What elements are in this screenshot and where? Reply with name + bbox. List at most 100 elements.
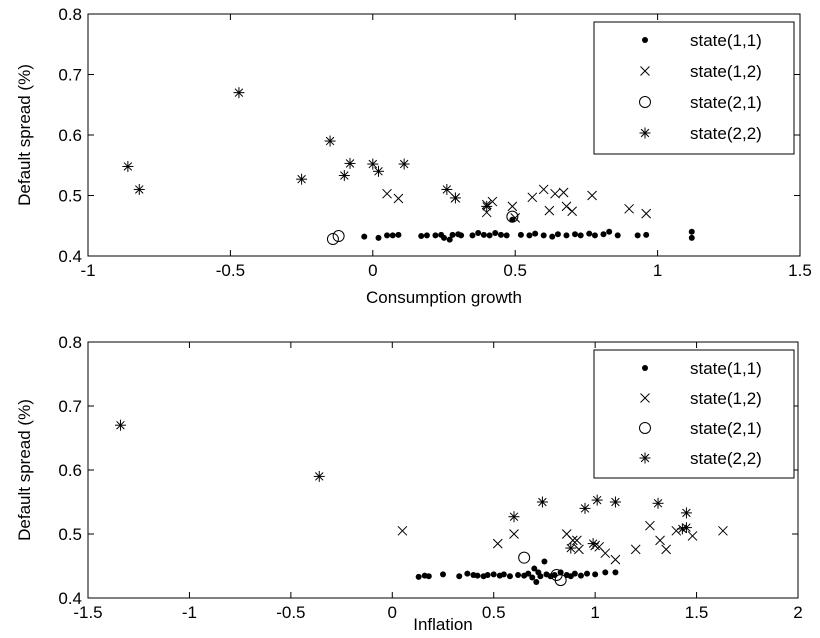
- data-point-dot: [418, 233, 425, 240]
- data-point-cross: [610, 554, 621, 565]
- x-tick-label: -1: [80, 261, 95, 280]
- data-point-dot: [458, 232, 465, 239]
- data-point-asterisk: [114, 419, 126, 431]
- legend-bottom: state(1,1) state(1,2) state(2,1) state(2,2): [593, 349, 795, 479]
- y-axis-label-top: Default spread (%): [15, 64, 34, 206]
- y-axis-label-bottom: Default spread (%): [15, 399, 34, 541]
- legend-box-top: [593, 21, 795, 155]
- data-point-dot: [549, 233, 556, 240]
- data-point-dot: [449, 231, 456, 238]
- data-point-cross: [510, 213, 521, 223]
- x-axis-label-top: Consumption growth: [366, 288, 522, 307]
- data-point-dot: [506, 573, 513, 580]
- data-point-cross: [492, 538, 503, 549]
- data-point-dot: [537, 573, 544, 580]
- data-point-asterisk: [338, 170, 350, 182]
- data-point-dot: [490, 571, 497, 578]
- data-point-cross: [567, 535, 578, 546]
- chart-bottom-inflation: -1.5 -1 -0.5 0 0.5 1 1.5 2 0.4 0.5 0.6 0.7 0.8 Infla…: [15, 333, 803, 634]
- data-point-asterisk: [122, 160, 134, 172]
- data-point-dot: [612, 569, 619, 576]
- y-tick-label: 0.5: [58, 187, 82, 206]
- data-point-dot: [469, 232, 476, 239]
- x-tick-label: 1: [590, 603, 599, 622]
- data-point-dot: [432, 232, 439, 239]
- data-point-dot: [634, 232, 641, 239]
- legend-marker-cross: [640, 393, 650, 403]
- data-point-cross: [630, 544, 641, 555]
- data-point-cross: [645, 520, 655, 531]
- data-point-circle: [332, 230, 345, 243]
- data-point-dot: [600, 231, 607, 238]
- data-point-cross: [487, 196, 498, 207]
- y-tick-label: 0.6: [58, 126, 82, 145]
- data-point-dot: [480, 231, 487, 238]
- data-point-asterisk: [324, 135, 336, 147]
- x-tick-label: 0: [388, 603, 397, 622]
- data-point-asterisk: [587, 538, 599, 550]
- data-point-dot: [532, 230, 539, 237]
- data-point-dot: [484, 571, 491, 578]
- legend-label: state(1,2): [690, 389, 762, 408]
- data-point-asterisk: [680, 507, 692, 519]
- y-tick-label: 0.4: [58, 247, 82, 266]
- data-point-asterisk: [296, 173, 308, 185]
- data-point-cross: [641, 208, 652, 219]
- data-point-cross: [561, 201, 572, 212]
- x-tick-label: 0.5: [503, 261, 527, 280]
- legend-label: state(1,2): [690, 62, 762, 81]
- data-point-cross: [567, 206, 578, 217]
- marks-top: [122, 87, 695, 246]
- data-point-dot: [688, 228, 695, 235]
- x-tick-label: 0: [368, 261, 377, 280]
- y-tick-label: 0.4: [58, 589, 82, 608]
- legend-marker-circle: [639, 96, 651, 108]
- data-point-dot: [643, 231, 650, 238]
- data-point-dot: [531, 565, 538, 572]
- data-point-cross: [558, 187, 569, 198]
- data-point-dot: [563, 232, 570, 239]
- y-tick-label: 0.8: [58, 333, 82, 352]
- data-point-dot: [415, 573, 422, 580]
- x-tick-label: 1.5: [788, 261, 812, 280]
- data-point-dot: [584, 570, 591, 577]
- y-tick-label: 0.6: [58, 461, 82, 480]
- data-point-dot: [503, 232, 510, 239]
- data-point-dot: [526, 232, 533, 239]
- x-tick-label: -1: [182, 603, 197, 622]
- data-point-dot: [500, 571, 507, 578]
- data-point-asterisk: [591, 494, 603, 506]
- legend-marker-asterisk: [639, 127, 651, 139]
- data-point-dot: [425, 573, 432, 580]
- x-tick-label: 1: [653, 261, 662, 280]
- data-point-dot: [517, 231, 524, 238]
- x-tick-label: -0.5: [216, 261, 245, 280]
- data-point-cross: [393, 193, 404, 204]
- data-point-dot: [423, 232, 430, 239]
- data-point-cross: [718, 525, 728, 536]
- ticks-top: -1 -0.5 0 0.5 1 1.5 0.4 0.5 0.6 0.7 0.8: [58, 5, 811, 280]
- data-point-cross: [507, 201, 518, 212]
- data-point-asterisk: [344, 157, 356, 169]
- x-tick-label: 0.5: [482, 603, 506, 622]
- data-point-cross: [655, 535, 665, 546]
- data-point-dot: [540, 232, 547, 239]
- legend-marker-cross: [640, 66, 650, 76]
- data-point-dot: [475, 230, 482, 237]
- data-point-asterisk: [680, 522, 692, 534]
- data-point-cross: [661, 544, 671, 555]
- data-point-dot: [474, 572, 481, 579]
- data-point-dot: [592, 571, 599, 578]
- data-point-dot: [571, 570, 578, 577]
- data-point-dot: [688, 234, 695, 241]
- data-point-circle: [506, 210, 519, 223]
- data-point-dot: [602, 569, 609, 576]
- data-point-dot: [577, 572, 584, 579]
- x-tick-label: 1.5: [685, 603, 709, 622]
- data-point-cross: [572, 535, 582, 546]
- legend-label: state(1,1): [690, 31, 762, 50]
- data-point-dot: [533, 579, 540, 585]
- data-point-dot: [572, 231, 579, 238]
- data-point-dot: [361, 233, 368, 240]
